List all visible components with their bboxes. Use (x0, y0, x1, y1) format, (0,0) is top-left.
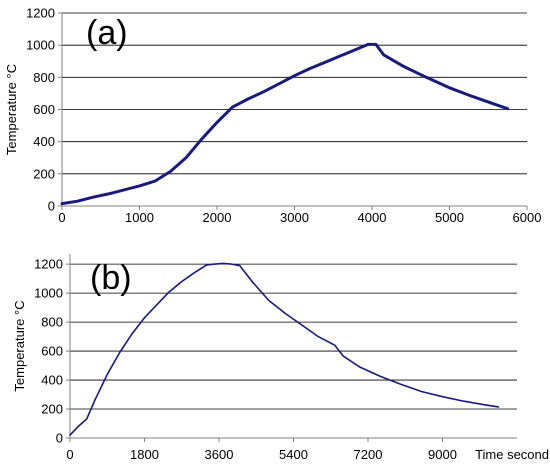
x-axis-title: Time second (475, 447, 549, 462)
y-tick-label: 1200 (26, 6, 55, 21)
y-tick-label: 800 (33, 70, 55, 85)
x-tick-label: 4000 (358, 210, 387, 225)
y-tick-label: 200 (41, 402, 63, 417)
chart-panel-2: 0 200 400 600 800 1000 1200 0 1800 3600 5400 7200 90… (12, 254, 549, 462)
x-tick-label: 5400 (279, 447, 308, 462)
y-tick-label: 0 (48, 199, 55, 214)
x-tick-label: 7200 (354, 447, 383, 462)
y-tick-label: 1200 (34, 257, 63, 272)
y-tick-label: 800 (41, 315, 63, 330)
series-line (69, 262, 500, 436)
y-axis-title: Temperature °C (12, 300, 27, 391)
x-tick-label: 0 (58, 210, 65, 225)
panel-label: (b) (90, 259, 132, 297)
chart-panel-1: 0 200 400 600 800 1000 1200 0 1000 2000 3000 4000 50… (4, 6, 541, 226)
x-tick-label: 9000 (428, 447, 457, 462)
y-tick-label: 600 (41, 344, 63, 359)
x-tick-label: 5000 (435, 210, 464, 225)
y-tick-label: 400 (33, 134, 55, 149)
x-tick-label: 2000 (203, 210, 232, 225)
x-tick-label: 3000 (280, 210, 309, 225)
x-tick-label: 6000 (513, 210, 542, 225)
y-tick-label: 0 (56, 431, 63, 446)
x-tick-label: 1800 (130, 447, 159, 462)
y-tick-label: 1000 (34, 286, 63, 301)
y-tick-label: 400 (41, 373, 63, 388)
y-tick-label: 200 (33, 166, 55, 181)
panel-label: (a) (86, 14, 128, 52)
y-tick-label: 600 (33, 102, 55, 117)
y-axis-title: Temperature °C (4, 64, 19, 155)
y-tick-label: 1000 (26, 38, 55, 53)
x-tick-label: 1000 (125, 210, 154, 225)
x-tick-label: 3600 (205, 447, 234, 462)
x-tick-label: 0 (66, 447, 73, 462)
series-line (60, 42, 510, 206)
